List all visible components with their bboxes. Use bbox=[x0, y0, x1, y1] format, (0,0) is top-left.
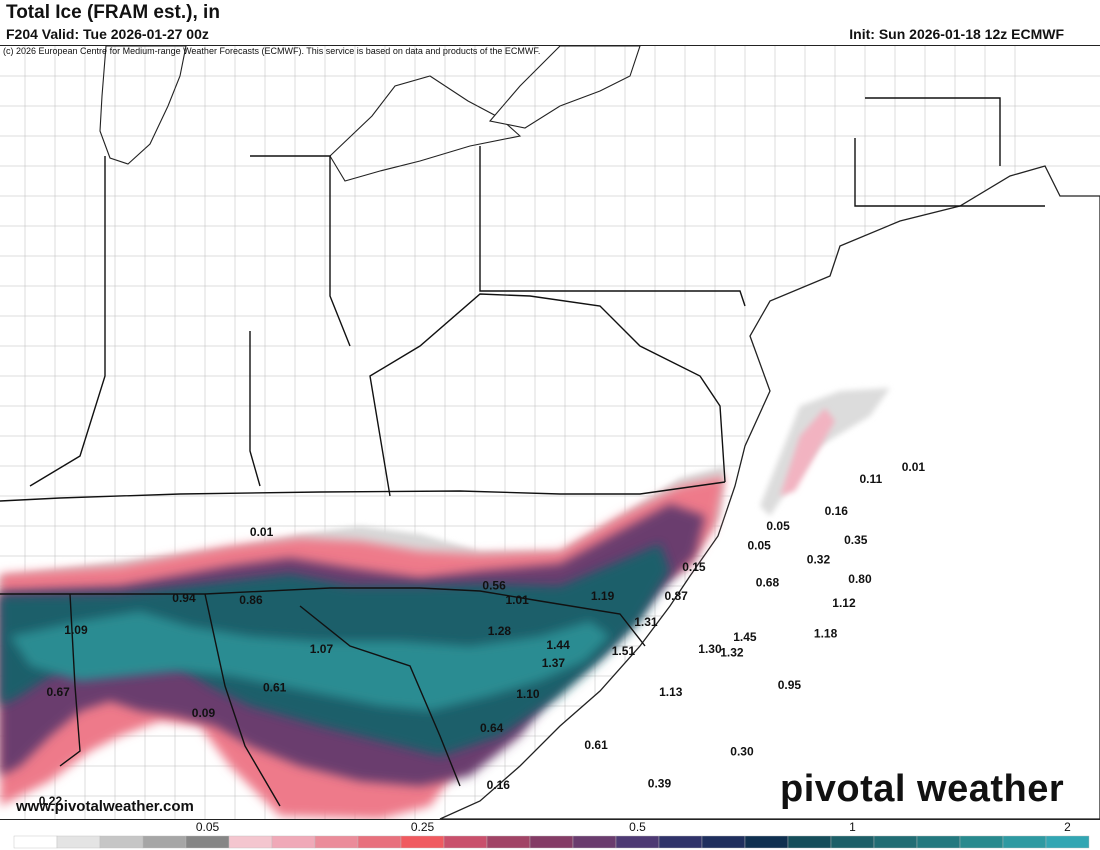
color-scale-swatch bbox=[443, 835, 488, 849]
ice-value-label: 0.11 bbox=[860, 472, 883, 486]
map-title: Total Ice (FRAM est.), in bbox=[6, 2, 220, 23]
ice-value-label: 0.39 bbox=[648, 777, 672, 791]
ice-value-label: 0.35 bbox=[844, 533, 868, 547]
ice-value-label: 0.68 bbox=[756, 576, 780, 590]
color-scale-swatch bbox=[271, 835, 316, 849]
color-scale-swatches bbox=[13, 835, 1090, 849]
valid-time: F204 Valid: Tue 2026-01-27 00z bbox=[6, 26, 209, 42]
ice-accumulation-map: 0.01 0.11 0.16 0.05 0.35 0.05 0.32 0.01 0.15 0.80… bbox=[0, 45, 1100, 820]
website-url[interactable]: www.pivotalweather.com bbox=[16, 798, 194, 815]
ice-value-label: 0.86 bbox=[239, 593, 263, 607]
color-scale-tick-label: 0.5 bbox=[629, 820, 646, 834]
ice-value-label: 1.07 bbox=[310, 642, 334, 656]
color-scale-swatch bbox=[357, 835, 402, 849]
color-scale-swatch bbox=[787, 835, 832, 849]
color-scale-swatch bbox=[830, 835, 875, 849]
ice-value-label: 0.32 bbox=[807, 553, 831, 567]
ice-value-labels: 0.01 0.11 0.16 0.05 0.35 0.05 0.32 0.01 0.15 0.80… bbox=[39, 460, 926, 808]
ice-value-label: 1.51 bbox=[612, 644, 636, 658]
color-scale-swatch bbox=[1045, 835, 1090, 849]
ice-value-label: 1.44 bbox=[546, 638, 570, 652]
ice-shading bbox=[0, 388, 890, 819]
color-scale-tick-label: 0.05 bbox=[196, 820, 220, 834]
color-scale-swatch bbox=[1002, 835, 1047, 849]
lake-erie bbox=[329, 75, 522, 182]
ice-value-label: 1.01 bbox=[506, 593, 530, 607]
ice-value-label: 0.95 bbox=[778, 678, 802, 692]
color-scale-swatch bbox=[400, 835, 445, 849]
ice-value-label: 1.12 bbox=[832, 596, 856, 610]
color-scale-swatch bbox=[56, 835, 101, 849]
ice-value-label: 1.30 bbox=[698, 642, 722, 656]
ice-value-label: 0.64 bbox=[480, 721, 504, 735]
color-scale-swatch bbox=[228, 835, 273, 849]
ice-value-label: 0.01 bbox=[902, 460, 926, 474]
ice-value-label: 1.19 bbox=[591, 589, 615, 603]
ice-value-label: 0.87 bbox=[665, 589, 689, 603]
ice-value-label: 0.30 bbox=[730, 744, 754, 758]
color-scale-swatch bbox=[572, 835, 617, 849]
ice-value-label: 0.56 bbox=[482, 578, 506, 592]
ice-value-label: 1.18 bbox=[814, 627, 838, 641]
ice-value-label: 0.15 bbox=[682, 560, 706, 574]
init-time: Init: Sun 2026-01-18 12z ECMWF bbox=[849, 26, 1064, 42]
color-scale-swatch bbox=[744, 835, 789, 849]
color-scale-tick-label: 0.25 bbox=[411, 820, 435, 834]
color-scale-swatch bbox=[615, 835, 660, 849]
color-scale-swatch bbox=[99, 835, 144, 849]
color-scale-swatch bbox=[314, 835, 359, 849]
color-scale-swatch bbox=[13, 835, 58, 849]
lake-michigan bbox=[99, 46, 187, 165]
ice-value-label: 0.80 bbox=[848, 572, 872, 586]
color-scale-swatch bbox=[916, 835, 961, 849]
color-scale-ticks: 0.05 0.25 0.5 1 2 bbox=[196, 820, 1071, 834]
color-scale-swatch bbox=[873, 835, 918, 849]
ice-value-label: 0.22 bbox=[39, 794, 63, 808]
color-scale-swatch bbox=[529, 835, 574, 849]
color-scale-swatch bbox=[701, 835, 746, 849]
color-scale-swatch bbox=[142, 835, 187, 849]
ice-value-label: 1.13 bbox=[659, 685, 683, 699]
ice-value-label: 0.94 bbox=[172, 591, 196, 605]
ice-value-label: 0.67 bbox=[47, 685, 71, 699]
color-scale-tick-label: 2 bbox=[1064, 820, 1071, 834]
ice-value-label: 0.05 bbox=[748, 539, 772, 553]
color-scale-tick-label: 1 bbox=[849, 820, 856, 834]
ice-value-label: 1.32 bbox=[720, 646, 744, 660]
color-scale-swatch bbox=[658, 835, 703, 849]
ice-value-label: 1.28 bbox=[488, 624, 512, 638]
color-scale-bar: 0.05 0.25 0.5 1 2 bbox=[13, 820, 1090, 849]
pivotal-weather-logo: pivotal weather bbox=[780, 768, 1065, 810]
ice-value-label: 1.09 bbox=[64, 623, 88, 637]
ice-value-label: 1.10 bbox=[516, 687, 540, 701]
color-scale-swatch bbox=[486, 835, 531, 849]
state-borders bbox=[0, 97, 1045, 807]
ice-value-label: 0.09 bbox=[192, 706, 216, 720]
ice-value-label: 0.61 bbox=[263, 681, 287, 695]
ice-value-label: 0.05 bbox=[766, 519, 790, 533]
ice-value-label: 1.45 bbox=[733, 630, 757, 644]
ice-value-label: 0.16 bbox=[487, 778, 511, 792]
color-scale-swatch bbox=[185, 835, 230, 849]
copyright-notice: (c) 2026 European Centre for Medium-rang… bbox=[3, 46, 541, 56]
ice-value-label: 0.61 bbox=[584, 738, 608, 752]
ice-value-label: 0.16 bbox=[825, 504, 849, 518]
map-header: Total Ice (FRAM est.), in F204 Valid: Tu… bbox=[0, 0, 1100, 46]
ice-value-label: 1.37 bbox=[542, 656, 566, 670]
ice-value-label: 1.31 bbox=[634, 615, 658, 629]
color-scale-swatch bbox=[959, 835, 1004, 849]
ice-value-label: 0.01 bbox=[250, 525, 274, 539]
